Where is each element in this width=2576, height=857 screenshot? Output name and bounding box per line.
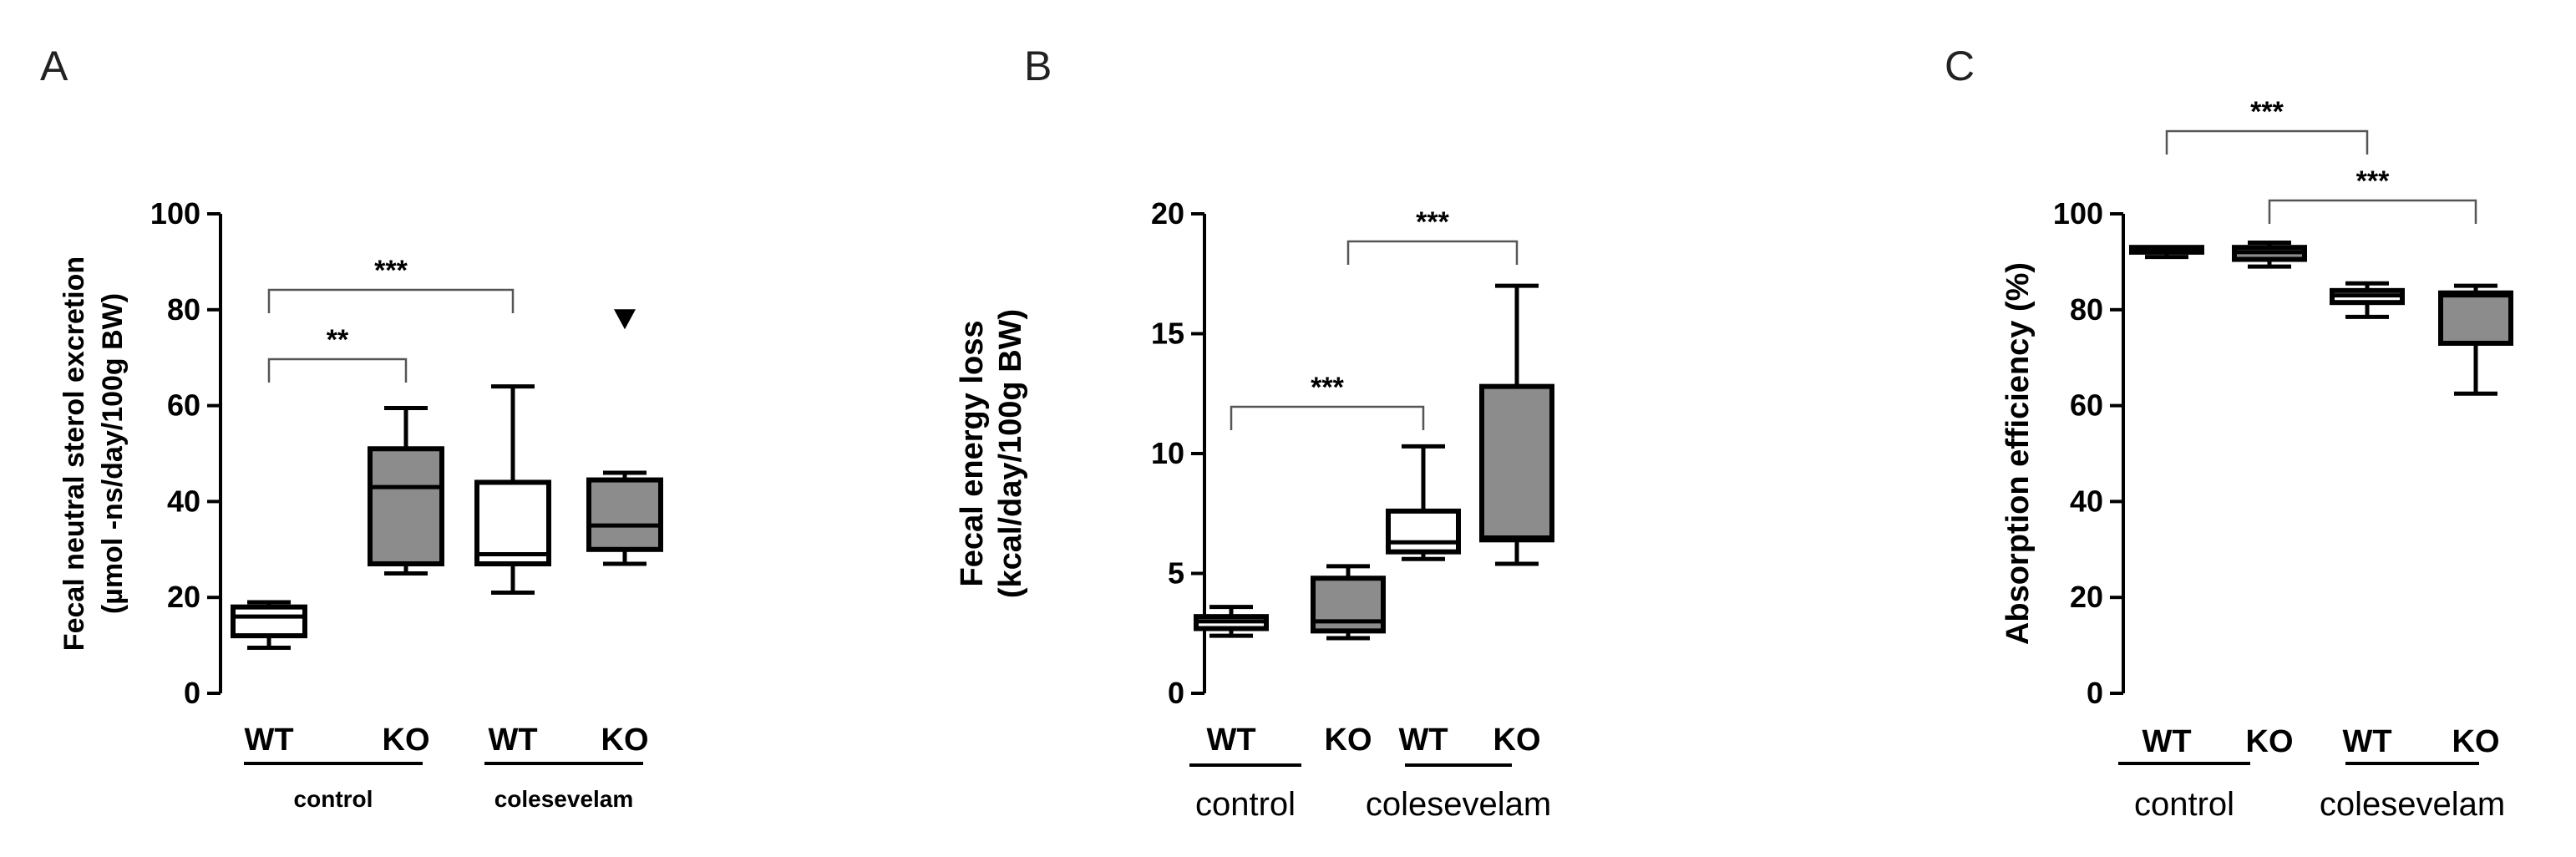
significance-bracket: [1230, 405, 1425, 430]
category-label: KO: [1325, 723, 1372, 758]
y-tick-label: 20: [1151, 196, 1184, 231]
y-tick-label: 80: [167, 292, 200, 327]
panel-b: B 0 5 10 15 20 Fecal energy loss (kcal/day/100g…: [955, 43, 1554, 823]
y-tick-label: 80: [2070, 292, 2103, 327]
y-tick-label: 60: [2070, 388, 2103, 423]
y-tick-label: 5: [1168, 556, 1184, 591]
category-label: WT: [2142, 724, 2191, 759]
box-iqr: [2438, 290, 2513, 346]
box-iqr: [368, 446, 444, 567]
significance-bracket: [267, 288, 515, 313]
group-label: control: [2134, 786, 2234, 823]
box-4: [2438, 283, 2513, 396]
y-tick-label: 40: [167, 484, 200, 518]
group-label: colesevelam: [494, 786, 634, 812]
category-label: KO: [383, 723, 430, 758]
y-axis-title: Absorption efficiency (%): [2000, 262, 2036, 645]
y-axis-title: Fecal energy loss: [955, 321, 990, 587]
category-label: KO: [2246, 724, 2294, 759]
y-tick-label: 20: [2070, 580, 2103, 614]
box-3: [474, 384, 551, 595]
box-iqr: [1386, 508, 1461, 555]
significance-bracket: [2268, 199, 2477, 224]
box-1: [1194, 605, 1269, 638]
panel-letter: B: [1024, 43, 1052, 89]
box-iqr: [231, 604, 307, 639]
box-2: [1311, 564, 1386, 641]
group-label: control: [294, 786, 373, 812]
y-axis-title: (µmol -ns/day/100g BW): [97, 293, 129, 614]
box-4: [1479, 283, 1554, 566]
significance-label: ***: [2356, 165, 2390, 197]
box-iqr: [474, 479, 551, 567]
significance-label: ***: [2250, 96, 2284, 128]
category-label: WT: [488, 723, 537, 758]
y-tick-label: 0: [184, 676, 200, 710]
category-label: WT: [2342, 724, 2391, 759]
y-tick-label: 15: [1151, 317, 1184, 351]
box-iqr: [586, 477, 663, 552]
y-axis-title: (kcal/day/100g BW): [993, 309, 1028, 598]
group-label: control: [1195, 786, 1296, 823]
category-label: WT: [1398, 723, 1448, 758]
y-tick-label: 40: [2070, 484, 2103, 518]
panel-letter: C: [1945, 43, 1975, 89]
category-label: KO: [2452, 724, 2500, 759]
category-label: WT: [244, 723, 293, 758]
y-tick-label: 0: [2087, 676, 2103, 710]
significance-label: ***: [374, 255, 408, 287]
box-1: [2129, 245, 2204, 260]
box-1: [231, 600, 307, 650]
y-tick-label: 100: [2053, 196, 2103, 231]
y-tick-label: 10: [1151, 436, 1184, 470]
group-label: colesevelam: [1366, 786, 1551, 823]
significance-label: ***: [1311, 372, 1344, 403]
category-label: KO: [601, 723, 649, 758]
significance-label: **: [327, 324, 349, 356]
outlier-marker: [614, 309, 636, 330]
significance-bracket: [1346, 240, 1519, 265]
panel-c: C 0 20 40 60 80 100 Absorption efficiency (%) WT…: [1945, 43, 2513, 823]
significance-bracket: [2165, 129, 2369, 155]
panel-letter: A: [40, 43, 68, 89]
box-4: [586, 470, 663, 566]
significance-label: ***: [1416, 206, 1449, 238]
y-tick-label: 20: [167, 580, 200, 614]
significance-bracket: [267, 358, 408, 383]
box-iqr: [1479, 383, 1554, 543]
y-axis-title: Fecal neutral sterol excretion: [58, 256, 90, 651]
y-tick-label: 0: [1168, 676, 1184, 710]
box-3: [2330, 281, 2405, 319]
box-3: [1386, 444, 1461, 561]
box-2: [2232, 240, 2307, 269]
category-label: KO: [1493, 723, 1541, 758]
category-label: WT: [1206, 723, 1255, 758]
y-tick-label: 100: [150, 196, 200, 231]
group-label: colesevelam: [2320, 786, 2505, 823]
y-tick-label: 60: [167, 388, 200, 423]
panel-a: A 0 20 40 60 80 100 Fecal neutral sterol excret…: [40, 43, 663, 812]
box-2: [368, 405, 444, 576]
